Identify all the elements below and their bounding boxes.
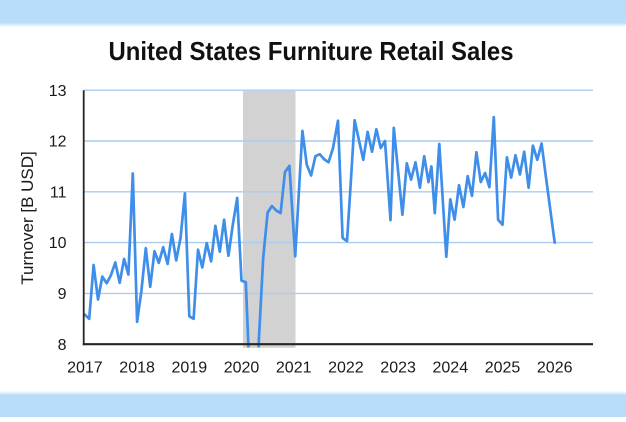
svg-text:10: 10 <box>49 235 67 252</box>
svg-text:2020: 2020 <box>224 360 260 377</box>
svg-text:2021: 2021 <box>276 360 312 377</box>
svg-text:13: 13 <box>49 83 67 100</box>
svg-text:2025: 2025 <box>485 360 521 377</box>
svg-text:8: 8 <box>58 337 67 354</box>
svg-text:11: 11 <box>50 184 67 201</box>
svg-text:2019: 2019 <box>172 360 208 377</box>
svg-text:2026: 2026 <box>537 360 573 377</box>
svg-text:2024: 2024 <box>433 360 469 377</box>
svg-text:9: 9 <box>58 286 67 303</box>
svg-text:2018: 2018 <box>119 360 155 377</box>
svg-text:Turnover [B USD]: Turnover [B USD] <box>18 151 37 285</box>
svg-text:12: 12 <box>49 134 67 151</box>
svg-text:United States Furniture Retail: United States Furniture Retail Sales <box>109 36 514 66</box>
svg-text:2023: 2023 <box>380 360 416 377</box>
svg-text:2022: 2022 <box>328 360 364 377</box>
svg-text:2017: 2017 <box>67 360 103 377</box>
